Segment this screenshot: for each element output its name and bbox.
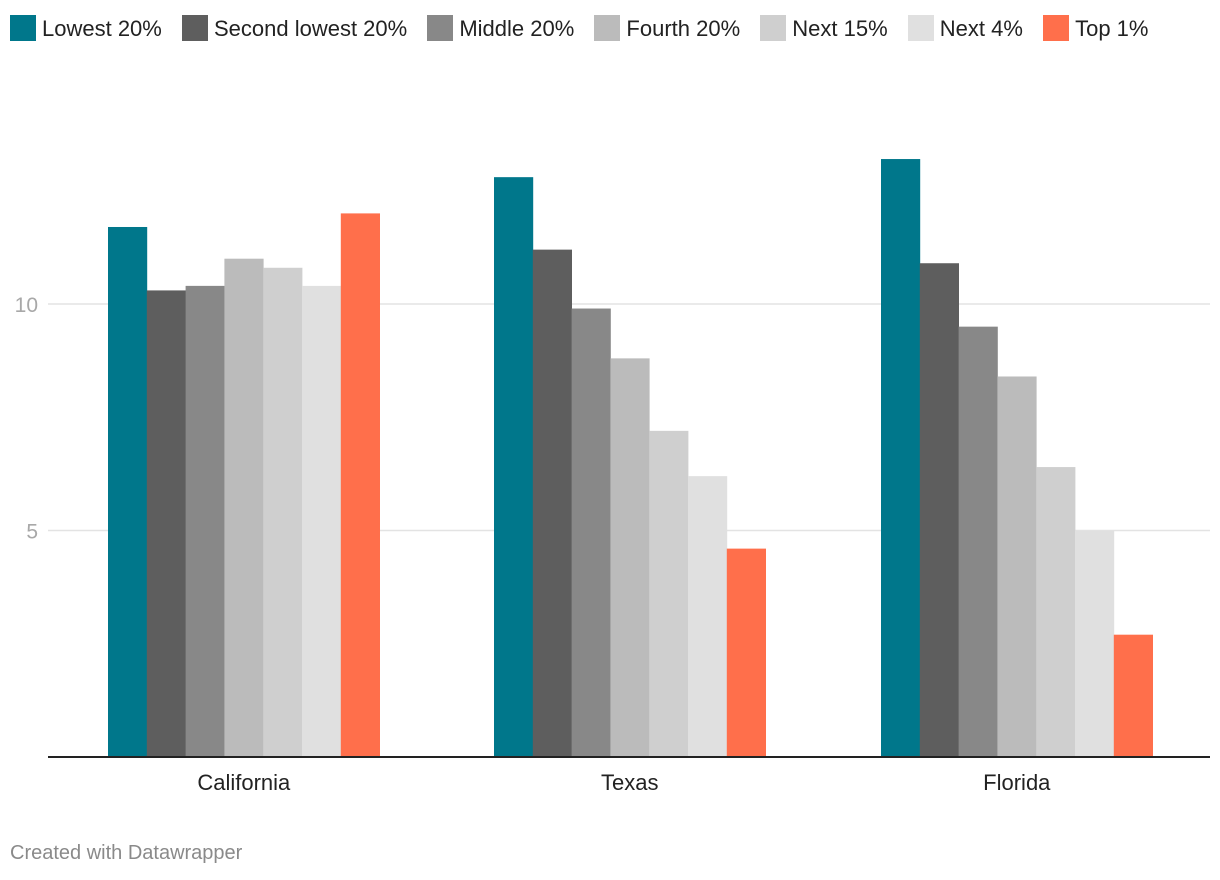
legend-label: Second lowest 20% [213, 16, 408, 41]
x-tick-label: Florida [983, 770, 1051, 795]
legend-item: Top 1% [1043, 15, 1149, 41]
legend-item: Fourth 20% [594, 15, 741, 41]
bar [688, 476, 728, 757]
chart-legend: Lowest 20% Second lowest 20% Middle 20% … [10, 12, 1210, 46]
legend-item: Next 4% [907, 15, 1023, 41]
legend-swatch [1043, 15, 1070, 41]
legend-item: Second lowest 20% [181, 15, 408, 41]
legend-label: Next 15% [792, 16, 888, 41]
legend-swatch [427, 15, 454, 41]
credit-text: Created with Datawrapper [10, 842, 243, 864]
legend-swatch [760, 15, 787, 41]
bar [1075, 530, 1115, 757]
legend-label: Lowest 20% [42, 16, 162, 41]
legend-swatch [907, 15, 934, 41]
legend-item: Lowest 20% [10, 15, 162, 41]
bar [494, 177, 534, 757]
bar [224, 258, 264, 757]
y-tick-label: 5 [26, 521, 38, 544]
legend-swatch [10, 15, 36, 41]
bar [263, 267, 303, 757]
bar [958, 326, 998, 757]
bar [1036, 467, 1076, 757]
x-tick-label: Texas [601, 770, 658, 795]
bar [532, 249, 572, 757]
y-tick-label: 10 [15, 294, 38, 317]
legend-item: Middle 20% [427, 15, 575, 41]
bar [302, 285, 342, 757]
legend-label: Top 1% [1075, 16, 1149, 41]
legend-item: Next 15% [760, 15, 888, 41]
legend-label: Middle 20% [459, 16, 575, 41]
legend-swatch [181, 15, 208, 41]
bar [649, 430, 689, 757]
legend-label: Next 4% [939, 16, 1023, 41]
bar [108, 226, 148, 758]
legend-swatch [594, 15, 621, 41]
bar [997, 376, 1037, 757]
bar [185, 285, 225, 757]
bar [571, 308, 611, 757]
bar [1113, 634, 1153, 757]
bar [919, 263, 959, 757]
bar [146, 290, 186, 757]
x-tick-label: California [197, 770, 291, 795]
bar [610, 358, 650, 757]
bar [881, 159, 921, 758]
legend-label: Fourth 20% [626, 16, 741, 41]
bar [340, 213, 380, 757]
bar [726, 548, 766, 757]
